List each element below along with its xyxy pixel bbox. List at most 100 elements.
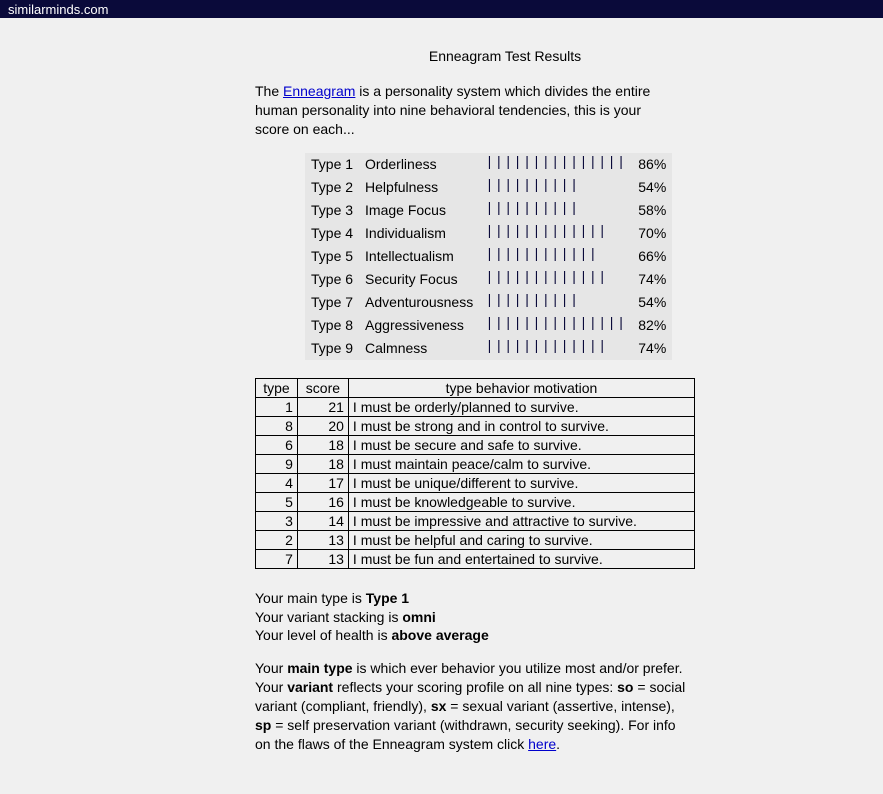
bar-type: Type 6	[305, 268, 359, 291]
bar-row: Type 7Adventurousness||||||||||54%	[305, 291, 672, 314]
score-type: 2	[256, 530, 298, 549]
bar-label: Orderliness	[359, 153, 479, 176]
score-row: 713I must be fun and entertained to surv…	[256, 549, 695, 568]
score-row: 820I must be strong and in control to su…	[256, 416, 695, 435]
col-motivation: type behavior motivation	[348, 378, 694, 397]
score-motivation: I must be unique/different to survive.	[348, 473, 694, 492]
score-row: 121I must be orderly/planned to survive.	[256, 397, 695, 416]
bar-label: Individualism	[359, 222, 479, 245]
score-type: 5	[256, 492, 298, 511]
bar-label: Image Focus	[359, 199, 479, 222]
bar-pct: 74%	[632, 337, 672, 360]
bar-graphic: ||||||||||||	[479, 245, 632, 268]
bar-pct: 74%	[632, 268, 672, 291]
score-row: 516I must be knowledgeable to survive.	[256, 492, 695, 511]
score-type: 7	[256, 549, 298, 568]
bar-graphic: |||||||||||||	[479, 268, 632, 291]
bar-graphic: |||||||||||||||	[479, 314, 632, 337]
score-type: 4	[256, 473, 298, 492]
summary-block: Your main type is Type 1 Your variant st…	[255, 589, 695, 646]
bar-row: Type 8Aggressiveness|||||||||||||||82%	[305, 314, 672, 337]
bar-label: Calmness	[359, 337, 479, 360]
bar-label: Helpfulness	[359, 176, 479, 199]
site-name: similarminds.com	[8, 2, 108, 17]
bar-pct: 54%	[632, 176, 672, 199]
bar-graphic: |||||||||||||||	[479, 153, 632, 176]
score-motivation: I must be helpful and caring to survive.	[348, 530, 694, 549]
page-title: Enneagram Test Results	[195, 48, 815, 64]
score-value: 21	[297, 397, 348, 416]
bar-label: Aggressiveness	[359, 314, 479, 337]
score-value: 20	[297, 416, 348, 435]
summary-line-3: Your level of health is above average	[255, 626, 695, 645]
score-value: 18	[297, 454, 348, 473]
bar-type: Type 4	[305, 222, 359, 245]
score-motivation: I must be orderly/planned to survive.	[348, 397, 694, 416]
score-value: 13	[297, 549, 348, 568]
bar-row: Type 3Image Focus||||||||||58%	[305, 199, 672, 222]
col-score: score	[297, 378, 348, 397]
score-motivation: I must be secure and safe to survive.	[348, 435, 694, 454]
bar-graphic: |||||||||||||	[479, 337, 632, 360]
bar-graphic: |||||||||||||	[479, 222, 632, 245]
score-motivation: I must be fun and entertained to survive…	[348, 549, 694, 568]
score-type: 6	[256, 435, 298, 454]
bar-graphic: ||||||||||	[479, 176, 632, 199]
bar-graphic: ||||||||||	[479, 291, 632, 314]
score-header-row: type score type behavior motivation	[256, 378, 695, 397]
bar-label: Intellectualism	[359, 245, 479, 268]
bar-pct: 82%	[632, 314, 672, 337]
bar-graphic: ||||||||||	[479, 199, 632, 222]
enneagram-link[interactable]: Enneagram	[283, 83, 355, 99]
col-type: type	[256, 378, 298, 397]
score-motivation: I must be impressive and attractive to s…	[348, 511, 694, 530]
bar-row: Type 2Helpfulness||||||||||54%	[305, 176, 672, 199]
bar-row: Type 9Calmness|||||||||||||74%	[305, 337, 672, 360]
score-value: 18	[297, 435, 348, 454]
bar-type: Type 3	[305, 199, 359, 222]
score-row: 417I must be unique/different to survive…	[256, 473, 695, 492]
intro-text: The Enneagram is a personality system wh…	[255, 82, 675, 139]
bar-type: Type 1	[305, 153, 359, 176]
score-type: 1	[256, 397, 298, 416]
score-value: 13	[297, 530, 348, 549]
score-table: type score type behavior motivation 121I…	[255, 378, 695, 569]
score-motivation: I must be knowledgeable to survive.	[348, 492, 694, 511]
bar-pct: 66%	[632, 245, 672, 268]
bar-row: Type 6Security Focus|||||||||||||74%	[305, 268, 672, 291]
bar-type: Type 8	[305, 314, 359, 337]
score-row: 618I must be secure and safe to survive.	[256, 435, 695, 454]
bar-type: Type 9	[305, 337, 359, 360]
top-bar: similarminds.com	[0, 0, 883, 18]
score-motivation: I must be strong and in control to survi…	[348, 416, 694, 435]
bar-type: Type 5	[305, 245, 359, 268]
flaws-link[interactable]: here	[528, 736, 556, 752]
bar-pct: 58%	[632, 199, 672, 222]
bar-label: Adventurousness	[359, 291, 479, 314]
bar-pct: 86%	[632, 153, 672, 176]
summary-line-1: Your main type is Type 1	[255, 589, 695, 608]
bar-row: Type 5Intellectualism||||||||||||66%	[305, 245, 672, 268]
bar-type: Type 7	[305, 291, 359, 314]
explain-block: Your main type is which ever behavior yo…	[255, 659, 695, 753]
bar-pct: 54%	[632, 291, 672, 314]
bar-row: Type 1Orderliness|||||||||||||||86%	[305, 153, 672, 176]
bar-pct: 70%	[632, 222, 672, 245]
score-row: 314I must be impressive and attractive t…	[256, 511, 695, 530]
page-content: Enneagram Test Results The Enneagram is …	[255, 18, 815, 754]
intro-prefix: The	[255, 83, 283, 99]
bar-label: Security Focus	[359, 268, 479, 291]
score-value: 17	[297, 473, 348, 492]
score-type: 9	[256, 454, 298, 473]
score-value: 14	[297, 511, 348, 530]
score-value: 16	[297, 492, 348, 511]
summary-line-2: Your variant stacking is omni	[255, 608, 695, 627]
score-row: 213I must be helpful and caring to survi…	[256, 530, 695, 549]
bars-table: Type 1Orderliness|||||||||||||||86%Type …	[305, 153, 672, 360]
bar-row: Type 4Individualism|||||||||||||70%	[305, 222, 672, 245]
score-type: 3	[256, 511, 298, 530]
score-motivation: I must maintain peace/calm to survive.	[348, 454, 694, 473]
score-type: 8	[256, 416, 298, 435]
bar-type: Type 2	[305, 176, 359, 199]
score-row: 918I must maintain peace/calm to survive…	[256, 454, 695, 473]
